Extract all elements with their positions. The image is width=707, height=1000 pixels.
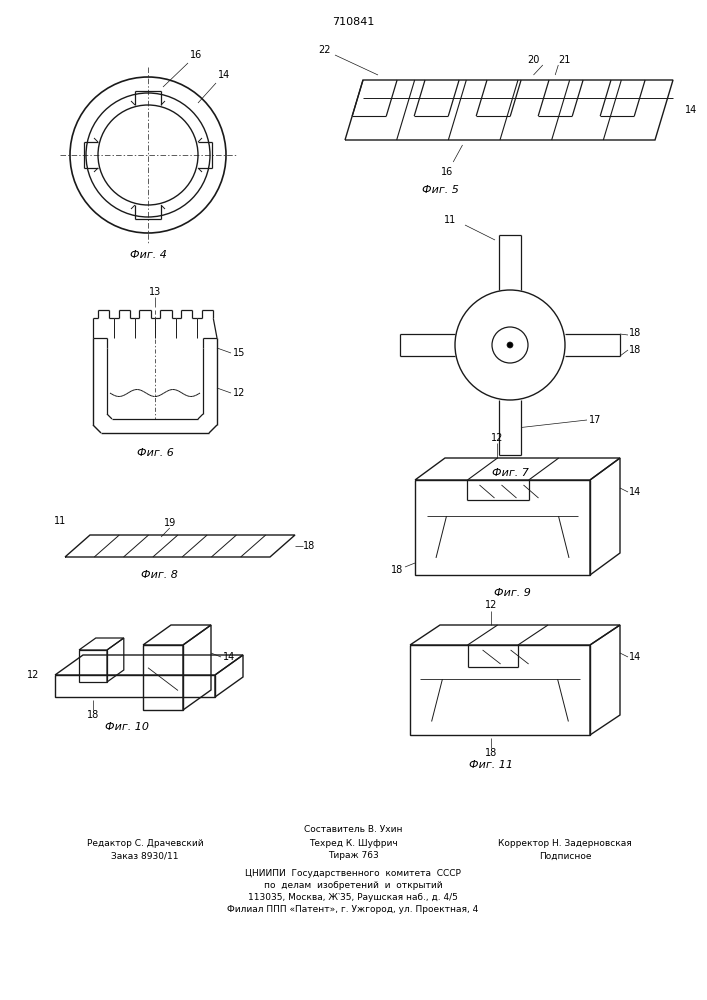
Text: Фиг. 9: Фиг. 9 <box>494 588 531 598</box>
Text: 18: 18 <box>629 345 641 355</box>
Text: Фиг. 10: Фиг. 10 <box>105 722 149 732</box>
Text: 12: 12 <box>27 670 39 680</box>
Text: 21: 21 <box>559 55 571 65</box>
Text: 14: 14 <box>629 487 641 497</box>
Text: 18: 18 <box>629 328 641 338</box>
Text: Фиг. 5: Фиг. 5 <box>422 185 459 195</box>
Text: Фиг. 4: Фиг. 4 <box>129 250 166 260</box>
Text: 11: 11 <box>444 215 456 225</box>
Text: Техред К. Шуфрич: Техред К. Шуфрич <box>309 840 397 848</box>
Text: Подписное: Подписное <box>539 852 591 860</box>
Text: Филиал ППП «Патент», г. Ужгород, ул. Проектная, 4: Филиал ППП «Патент», г. Ужгород, ул. Про… <box>228 906 479 914</box>
Text: 113035, Москва, Ж‵35, Раушская наб., д. 4/5: 113035, Москва, Ж‵35, Раушская наб., д. … <box>248 894 458 902</box>
Text: Фиг. 6: Фиг. 6 <box>136 448 173 458</box>
Text: Фиг. 11: Фиг. 11 <box>469 760 513 770</box>
Text: 14: 14 <box>629 652 641 662</box>
Text: 16: 16 <box>190 50 202 60</box>
Text: Корректор Н. Задерновская: Корректор Н. Задерновская <box>498 840 632 848</box>
Text: 18: 18 <box>87 710 99 720</box>
Text: Составитель В. Ухин: Составитель В. Ухин <box>304 826 402 834</box>
Ellipse shape <box>507 342 513 348</box>
Text: 12: 12 <box>233 388 245 398</box>
Text: 14: 14 <box>218 70 230 80</box>
Text: Фиг. 8: Фиг. 8 <box>141 570 178 580</box>
Text: Фиг. 7: Фиг. 7 <box>491 468 528 478</box>
Text: ЦНИИПИ  Государственного  комитета  СССР: ЦНИИПИ Государственного комитета СССР <box>245 869 461 879</box>
Text: 18: 18 <box>391 565 403 575</box>
Text: 17: 17 <box>589 415 601 425</box>
Text: 11: 11 <box>54 516 66 526</box>
Text: 20: 20 <box>527 55 539 65</box>
Text: 15: 15 <box>233 348 245 358</box>
Text: 18: 18 <box>485 748 497 758</box>
Text: Редактор С. Драчевский: Редактор С. Драчевский <box>87 840 204 848</box>
Text: 18: 18 <box>303 541 315 551</box>
Text: 14: 14 <box>685 105 697 115</box>
Text: 12: 12 <box>485 600 497 610</box>
Text: 22: 22 <box>319 45 332 55</box>
Text: 12: 12 <box>491 433 503 443</box>
Text: 14: 14 <box>223 652 235 662</box>
Text: 710841: 710841 <box>332 17 374 27</box>
Text: Тираж 763: Тираж 763 <box>327 852 378 860</box>
Text: по  делам  изобретений  и  открытий: по делам изобретений и открытий <box>264 882 443 890</box>
Text: 13: 13 <box>149 287 161 297</box>
Text: Заказ 8930/11: Заказ 8930/11 <box>111 852 179 860</box>
Text: 19: 19 <box>163 518 176 528</box>
Text: 16: 16 <box>441 167 453 177</box>
